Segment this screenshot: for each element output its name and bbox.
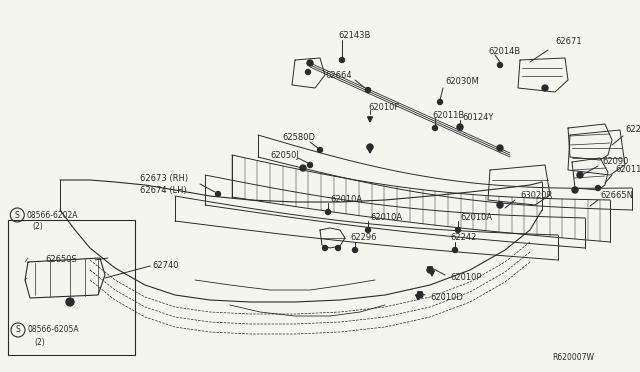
Circle shape: [497, 62, 502, 67]
Polygon shape: [415, 295, 420, 300]
Polygon shape: [367, 117, 372, 122]
Circle shape: [300, 165, 306, 171]
Circle shape: [335, 246, 340, 250]
Text: 62242: 62242: [450, 234, 476, 243]
Text: 62050J: 62050J: [270, 151, 299, 160]
Text: 62740: 62740: [152, 262, 179, 270]
Text: 62674 (LH): 62674 (LH): [140, 186, 187, 195]
Circle shape: [365, 87, 371, 93]
Text: (2): (2): [34, 337, 45, 346]
Circle shape: [457, 124, 463, 130]
Text: 62090: 62090: [602, 157, 628, 167]
Circle shape: [367, 144, 373, 150]
Circle shape: [339, 58, 344, 62]
Text: 60124Y: 60124Y: [462, 113, 493, 122]
Text: 62010A: 62010A: [330, 196, 362, 205]
Circle shape: [433, 125, 438, 131]
Text: 62580D: 62580D: [282, 134, 315, 142]
Text: R620007W: R620007W: [552, 353, 594, 362]
Circle shape: [438, 99, 442, 105]
Bar: [8, 220, 135, 355]
Circle shape: [305, 70, 310, 74]
Circle shape: [307, 60, 313, 66]
Circle shape: [497, 202, 503, 208]
Polygon shape: [429, 271, 435, 276]
Polygon shape: [428, 267, 433, 272]
Text: 62650S: 62650S: [45, 256, 77, 264]
Circle shape: [458, 125, 463, 131]
Circle shape: [595, 186, 600, 190]
Text: 63020R: 63020R: [520, 190, 552, 199]
Text: (2): (2): [32, 221, 43, 231]
Text: 62010A: 62010A: [460, 214, 492, 222]
Text: 62030M: 62030M: [445, 77, 479, 87]
Circle shape: [577, 172, 583, 178]
Text: S: S: [15, 211, 20, 219]
Circle shape: [452, 247, 458, 253]
Circle shape: [417, 292, 423, 298]
Circle shape: [542, 85, 548, 91]
Text: 62010P: 62010P: [450, 273, 481, 282]
Text: 62143B: 62143B: [338, 31, 371, 39]
Circle shape: [365, 228, 371, 232]
Text: 62673 (RH): 62673 (RH): [140, 173, 188, 183]
Circle shape: [323, 246, 328, 250]
Text: 62671: 62671: [555, 38, 582, 46]
Text: 62010D: 62010D: [430, 294, 463, 302]
Text: 62267B: 62267B: [625, 125, 640, 135]
Text: 62011B: 62011B: [432, 110, 464, 119]
Text: 62664: 62664: [325, 71, 351, 80]
Polygon shape: [418, 292, 422, 297]
Text: 08566-6205A: 08566-6205A: [28, 326, 79, 334]
Text: 62014B: 62014B: [488, 48, 520, 57]
Text: 62011A: 62011A: [615, 166, 640, 174]
Circle shape: [353, 247, 358, 253]
Circle shape: [427, 267, 433, 273]
Circle shape: [317, 148, 323, 153]
Circle shape: [216, 192, 221, 196]
Circle shape: [572, 187, 578, 193]
Text: 08566-6202A: 08566-6202A: [27, 211, 78, 219]
Circle shape: [456, 228, 461, 232]
Circle shape: [497, 145, 503, 151]
Text: 62296: 62296: [350, 234, 376, 243]
Text: 62665N: 62665N: [600, 190, 633, 199]
Circle shape: [307, 163, 312, 167]
Polygon shape: [367, 147, 373, 153]
Circle shape: [326, 209, 330, 215]
Circle shape: [66, 298, 74, 306]
Text: 62010A: 62010A: [370, 214, 402, 222]
Text: 62010F: 62010F: [368, 103, 399, 112]
Text: S: S: [15, 326, 20, 334]
